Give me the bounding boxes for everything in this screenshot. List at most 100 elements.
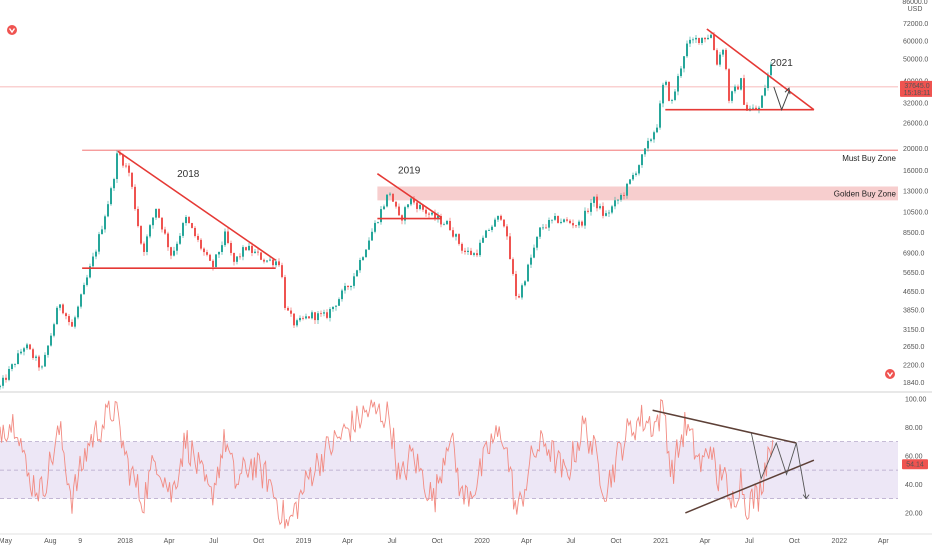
candle-body	[620, 194, 622, 200]
candle-body	[365, 249, 367, 258]
candle-body	[473, 253, 475, 255]
candle-body	[758, 107, 760, 110]
candle-body	[488, 230, 490, 231]
candle-body	[74, 317, 76, 327]
candle-body	[191, 223, 193, 228]
candle-body	[314, 312, 316, 321]
candle-body	[578, 221, 580, 226]
arrow-head-icon	[784, 87, 791, 95]
candle-body	[65, 313, 67, 317]
time-tick-label: Apr	[342, 538, 354, 545]
candle-body	[296, 320, 298, 326]
candle-body	[707, 37, 709, 40]
price-tick-label: 16000.0	[903, 168, 928, 175]
candle-body	[194, 227, 196, 237]
time-tick-label: 9	[78, 538, 82, 545]
candle-body	[506, 226, 508, 237]
candle-body	[251, 245, 253, 253]
candle-body	[743, 78, 745, 105]
candle-body	[335, 305, 337, 307]
golden-buy-zone-label: Golden Buy Zone	[834, 189, 897, 198]
time-tick-label: Apr	[164, 538, 176, 545]
down-arrow-icon[interactable]	[885, 369, 895, 379]
candle-body	[599, 206, 601, 209]
candle-body	[245, 247, 247, 251]
candle-body	[611, 206, 613, 213]
candle-body	[422, 204, 424, 210]
candle-body	[449, 220, 451, 231]
candle-body	[608, 212, 610, 214]
candle-body	[527, 264, 529, 282]
candle-body	[398, 206, 400, 216]
candle-body	[767, 75, 769, 89]
candle-body	[704, 37, 706, 40]
candle-body	[92, 256, 94, 267]
rsi-tick-label: 40.00	[905, 482, 923, 489]
candle-body	[83, 284, 85, 295]
candle-body	[173, 250, 175, 256]
price-trendline	[376, 173, 442, 219]
last-price-label: 37645.0	[904, 83, 929, 90]
candle-body	[380, 209, 382, 223]
candle-body	[452, 230, 454, 237]
candle-body	[155, 208, 157, 218]
candle-body	[317, 313, 319, 321]
candle-body	[218, 251, 220, 255]
candle-body	[170, 247, 172, 256]
rsi-tick-label: 100.00	[905, 396, 927, 403]
candle-body	[542, 227, 544, 229]
candle-body	[668, 81, 670, 101]
candle-body	[167, 233, 169, 248]
candle-body	[158, 208, 160, 218]
candle-body	[203, 248, 205, 253]
rsi-value-badge	[902, 459, 928, 470]
rsi-tick-label: 60.00	[905, 453, 923, 460]
candle-body	[734, 86, 736, 92]
candle-body	[263, 259, 265, 262]
candle-body	[188, 217, 190, 224]
candle-body	[662, 84, 664, 104]
candle-body	[212, 260, 214, 267]
down-arrow-icon[interactable]	[7, 25, 17, 35]
candle-body	[728, 69, 730, 101]
candle-body	[590, 202, 592, 212]
candle-body	[305, 316, 307, 319]
candle-body	[125, 165, 127, 167]
candle-body	[161, 217, 163, 230]
candle-body	[110, 188, 112, 205]
time-tick-label: Jul	[209, 538, 218, 545]
time-tick-label: Oct	[432, 538, 443, 545]
candle-body	[533, 247, 535, 258]
candle-body	[62, 304, 64, 314]
candle-body	[563, 219, 565, 222]
candle-body	[413, 198, 415, 203]
candle-body	[260, 252, 262, 260]
candle-body	[152, 217, 154, 226]
candle-body	[179, 235, 181, 244]
candle-body	[740, 78, 742, 90]
candle-body	[14, 364, 16, 365]
candle-body	[383, 206, 385, 210]
candle-body	[119, 153, 121, 155]
candle-body	[725, 49, 727, 70]
candle-body	[197, 236, 199, 240]
candle-body	[530, 257, 532, 265]
candle-body	[149, 225, 151, 237]
currency-label: USD	[908, 6, 923, 13]
candle-body	[710, 34, 712, 38]
candle-body	[143, 243, 145, 252]
candle-body	[320, 313, 322, 315]
candle-body	[77, 306, 79, 318]
candle-body	[20, 351, 22, 354]
golden-buy-zone-band	[377, 186, 898, 201]
candle-body	[326, 312, 328, 318]
candle-body	[638, 165, 640, 174]
candle-body	[545, 227, 547, 229]
candle-body	[446, 220, 448, 225]
time-tick-label: Jul	[388, 538, 397, 545]
rsi-value-label: 54.14	[906, 462, 924, 469]
candle-body	[722, 49, 724, 55]
candle-body	[647, 140, 649, 149]
year-annotation: 2018	[177, 169, 200, 180]
